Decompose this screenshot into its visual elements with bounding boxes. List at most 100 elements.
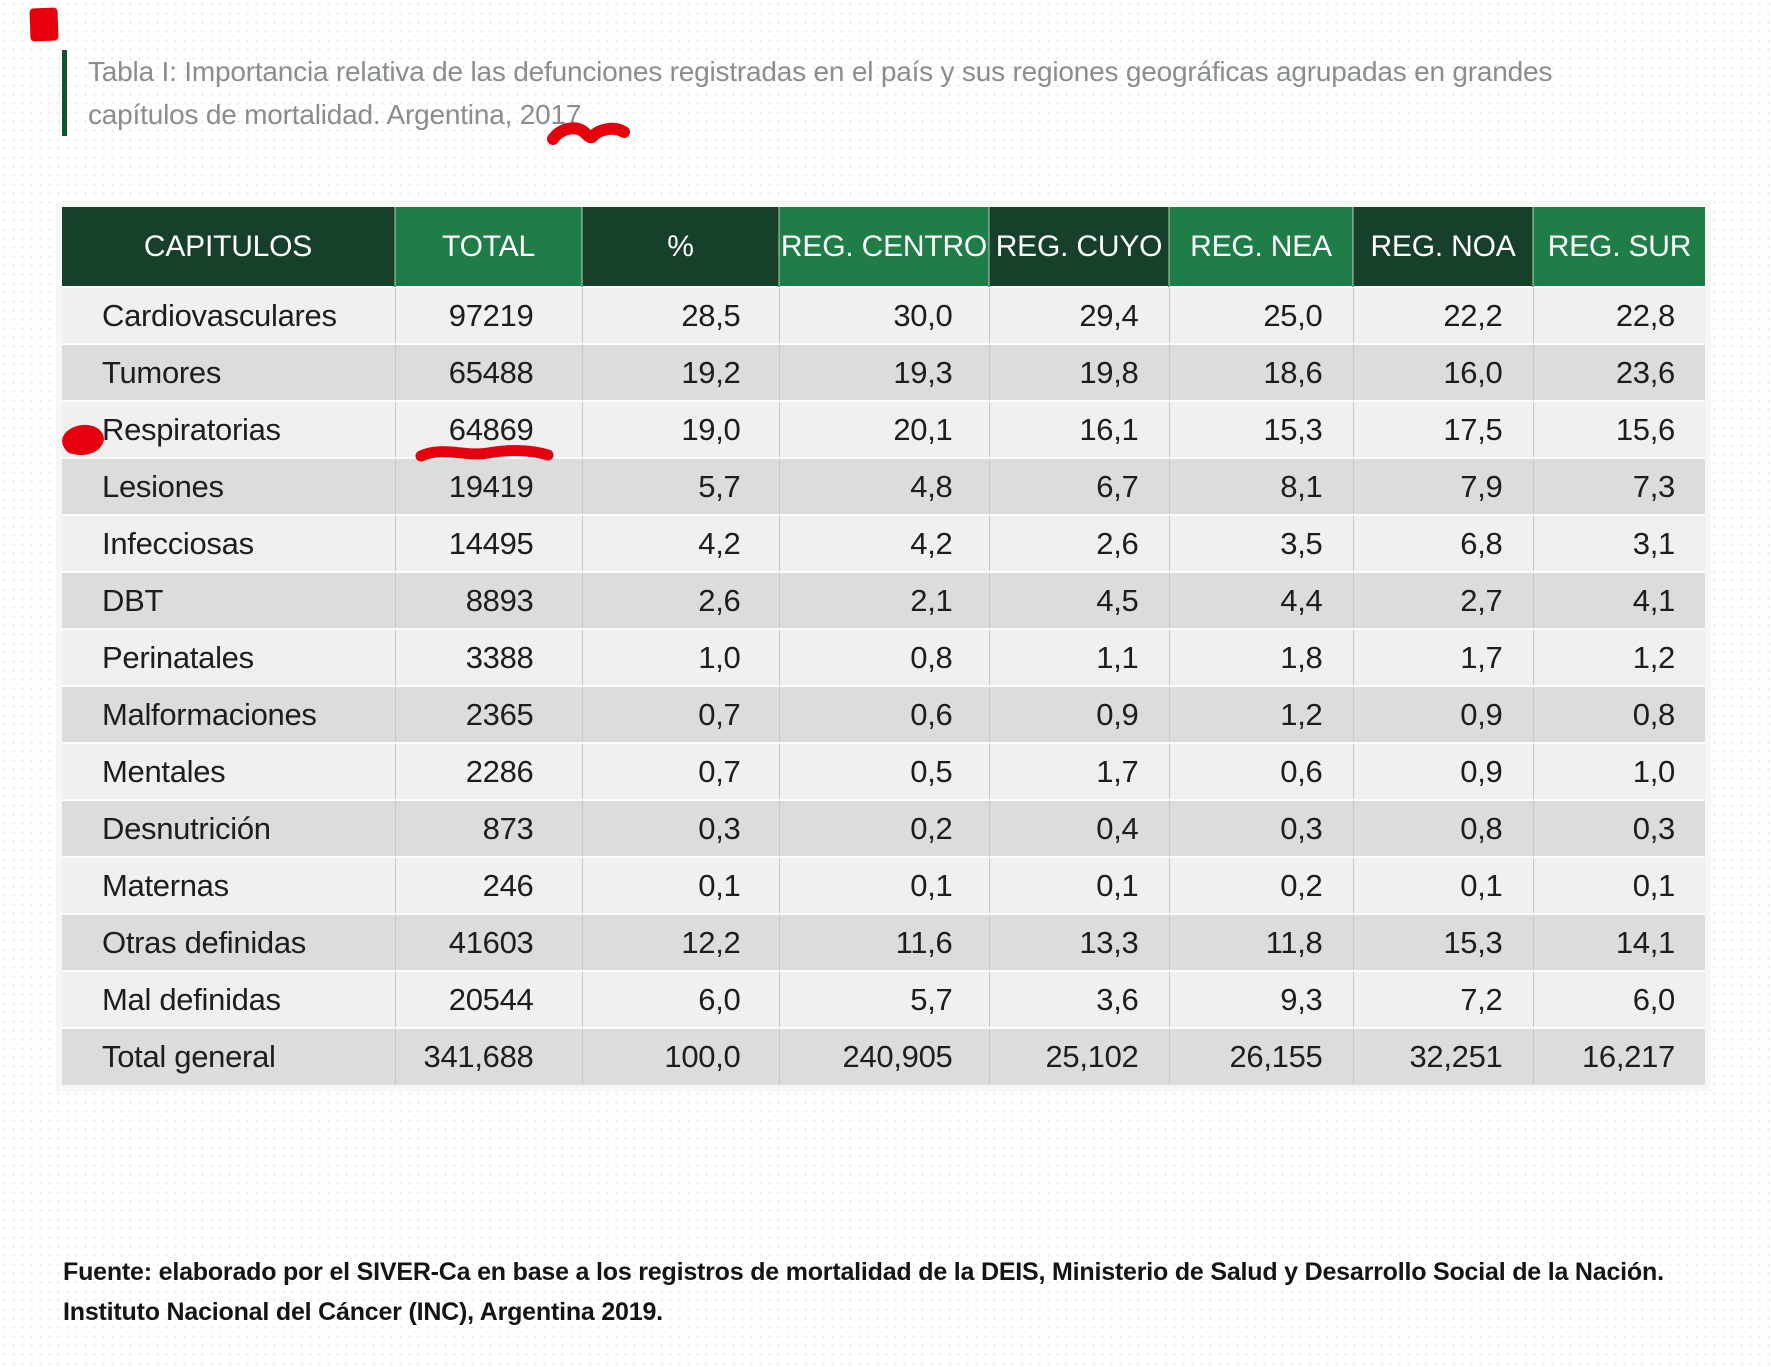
value-cell: 1,7 (1352, 628, 1533, 686)
value-cell: 25,102 (988, 1027, 1169, 1085)
value-cell: 12,2 (581, 913, 779, 971)
value-cell: 97219 (394, 286, 582, 344)
value-cell: 22,2 (1352, 286, 1533, 344)
value-cell: 0,1 (1352, 856, 1533, 914)
value-cell: 32,251 (1352, 1027, 1533, 1085)
row-category-cell: Mal definidas (62, 970, 395, 1028)
row-category-cell: DBT (62, 571, 395, 629)
column-header-percent: % (581, 207, 779, 287)
value-cell: 4,4 (1168, 571, 1353, 629)
caption-line-2: capítulos de mortalidad. Argentina, 2017 (88, 99, 582, 130)
value-cell: 26,155 (1168, 1027, 1353, 1085)
value-cell: 17,5 (1352, 400, 1533, 458)
value-cell: 4,5 (988, 571, 1169, 629)
value-cell: 0,3 (581, 799, 779, 857)
table-row: Respiratorias 64869 19,0 20,1 16,1 15,3 17,5 15… (62, 400, 1705, 458)
row-category-cell: Otras definidas (62, 913, 395, 971)
value-cell: 0,3 (1532, 799, 1705, 857)
value-cell: 15,3 (1168, 400, 1353, 458)
row-category-cell: Maternas (62, 856, 395, 914)
value-cell: 0,3 (1168, 799, 1353, 857)
value-cell: 100,0 (581, 1027, 779, 1085)
value-cell: 7,2 (1352, 970, 1533, 1028)
value-cell: 28,5 (581, 286, 779, 344)
value-cell: 18,6 (1168, 343, 1353, 401)
row-category-cell: Lesiones (62, 457, 395, 515)
value-cell: 14495 (394, 514, 582, 572)
value-cell: 25,0 (1168, 286, 1353, 344)
value-cell: 6,8 (1352, 514, 1533, 572)
value-cell: 0,1 (1532, 856, 1705, 914)
table-caption: Tabla I: Importancia relativa de las def… (62, 50, 1622, 136)
value-cell: 3388 (394, 628, 582, 686)
value-cell: 5,7 (778, 970, 989, 1028)
column-header-reg-sur: REG. SUR (1532, 207, 1705, 287)
value-cell: 0,2 (778, 799, 989, 857)
caption-line-1: Tabla I: Importancia relativa de las def… (88, 56, 1553, 87)
row-category-cell: Desnutrición (62, 799, 395, 857)
value-cell: 4,8 (778, 457, 989, 515)
row-category-cell: Cardiovasculares (62, 286, 395, 344)
value-cell: 13,3 (988, 913, 1169, 971)
row-category-cell: Infecciosas (62, 514, 395, 572)
column-header-reg-cuyo: REG. CUYO (988, 207, 1169, 287)
column-header-reg-centro: REG. CENTRO (778, 207, 989, 287)
red-underline-2017-annotation (546, 120, 632, 150)
table-row: Perinatales 3388 1,0 0,8 1,1 1,8 1,7 1,2 (62, 628, 1705, 686)
table-row: Mal definidas 20544 6,0 5,7 3,6 9,3 7,2 6,0 (62, 970, 1705, 1028)
mortality-table-frame: CAPITULOS TOTAL % REG. CENTRO REG. CUYO … (56, 201, 1711, 1091)
value-cell: 0,1 (778, 856, 989, 914)
value-cell: 0,5 (778, 742, 989, 800)
value-cell: 30,0 (778, 286, 989, 344)
value-cell: 4,2 (778, 514, 989, 572)
value-cell: 16,217 (1532, 1027, 1705, 1085)
value-cell: 29,4 (988, 286, 1169, 344)
value-cell: 0,1 (988, 856, 1169, 914)
value-cell: 0,8 (1352, 799, 1533, 857)
value-cell: 0,4 (988, 799, 1169, 857)
table-row: Infecciosas 14495 4,2 4,2 2,6 3,5 6,8 3,1 (62, 514, 1705, 572)
value-cell: 19,2 (581, 343, 779, 401)
value-cell: 3,1 (1532, 514, 1705, 572)
row-category-cell: Perinatales (62, 628, 395, 686)
value-cell: 6,0 (1532, 970, 1705, 1028)
value-cell: 8893 (394, 571, 582, 629)
value-cell: 3,6 (988, 970, 1169, 1028)
value-cell: 341,688 (394, 1027, 582, 1085)
row-category-cell: Respiratorias (62, 400, 395, 458)
value-cell: 8,1 (1168, 457, 1353, 515)
table-row: DBT 8893 2,6 2,1 4,5 4,4 2,7 4,1 (62, 571, 1705, 629)
table-row: Lesiones 19419 5,7 4,8 6,7 8,1 7,9 7,3 (62, 457, 1705, 515)
source-note: Fuente: elaborado por el SIVER-Ca en bas… (63, 1252, 1683, 1332)
column-header-reg-nea: REG. NEA (1168, 207, 1353, 287)
value-cell: 240,905 (778, 1027, 989, 1085)
value-cell: 16,0 (1352, 343, 1533, 401)
value-cell: 246 (394, 856, 582, 914)
value-cell: 1,0 (581, 628, 779, 686)
source-line-2: Instituto Nacional del Cáncer (INC), Arg… (63, 1298, 663, 1326)
red-circle-annotation (58, 421, 108, 459)
value-cell: 0,8 (1532, 685, 1705, 743)
value-cell: 0,1 (581, 856, 779, 914)
value-cell: 16,1 (988, 400, 1169, 458)
value-cell: 65488 (394, 343, 582, 401)
value-cell: 0,8 (778, 628, 989, 686)
value-cell: 1,1 (988, 628, 1169, 686)
row-category-cell: Total general (62, 1027, 395, 1085)
table-row: Desnutrición 873 0,3 0,2 0,4 0,3 0,8 0,3 (62, 799, 1705, 857)
value-cell: 6,7 (988, 457, 1169, 515)
value-cell: 0,2 (1168, 856, 1353, 914)
row-category-cell: Tumores (62, 343, 395, 401)
value-cell: 1,2 (1532, 628, 1705, 686)
value-cell: 2286 (394, 742, 582, 800)
table-row: Cardiovasculares 97219 28,5 30,0 29,4 25,0 22,… (62, 286, 1705, 344)
value-cell: 3,5 (1168, 514, 1353, 572)
row-category-cell: Malformaciones (62, 685, 395, 743)
table-row: Maternas 246 0,1 0,1 0,1 0,2 0,1 0,1 (62, 856, 1705, 914)
value-cell: 2,6 (581, 571, 779, 629)
value-cell: 14,1 (1532, 913, 1705, 971)
table-row: Total general 341,688 100,0 240,905 25,102 26… (62, 1027, 1705, 1085)
table-row: Mentales 2286 0,7 0,5 1,7 0,6 0,9 1,0 (62, 742, 1705, 800)
value-cell: 2,1 (778, 571, 989, 629)
